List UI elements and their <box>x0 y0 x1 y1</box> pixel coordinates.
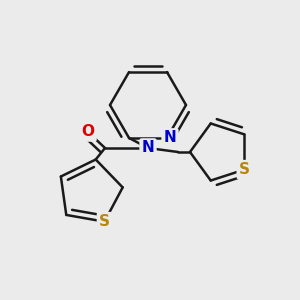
Text: N: N <box>142 140 154 155</box>
Text: O: O <box>82 124 94 140</box>
Text: S: S <box>239 162 250 177</box>
Text: N: N <box>164 130 176 146</box>
Text: S: S <box>99 214 110 229</box>
